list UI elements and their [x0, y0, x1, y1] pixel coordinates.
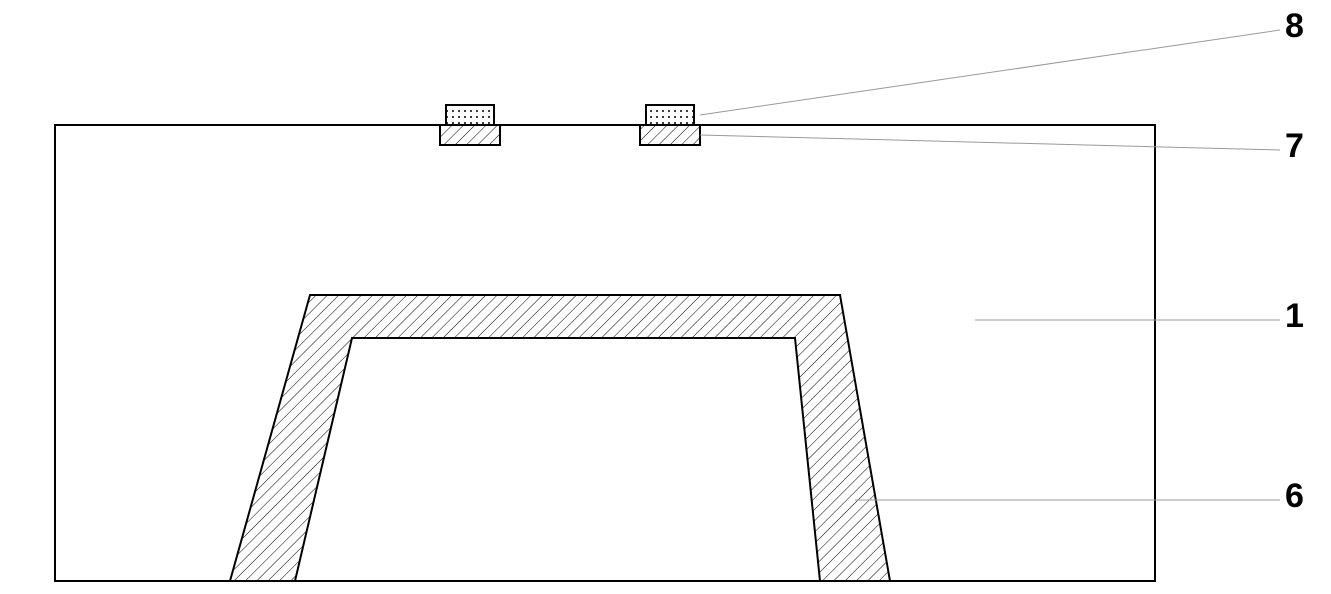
pad-lower-left [440, 125, 500, 145]
label-8: 8 [1285, 7, 1304, 45]
outer-body [55, 125, 1155, 581]
label-7: 7 [1285, 127, 1304, 165]
diagram-svg: 8 7 1 6 [0, 0, 1331, 594]
leader-8 [700, 30, 1280, 115]
leader-7 [700, 135, 1280, 150]
cavity-wall [230, 295, 890, 581]
pad-upper-right [646, 105, 694, 125]
pad-upper-left [446, 105, 494, 125]
pad-lower-right [640, 125, 700, 145]
diagram-canvas: 8 7 1 6 [0, 0, 1331, 594]
label-1: 1 [1285, 297, 1304, 335]
label-6: 6 [1285, 477, 1304, 515]
